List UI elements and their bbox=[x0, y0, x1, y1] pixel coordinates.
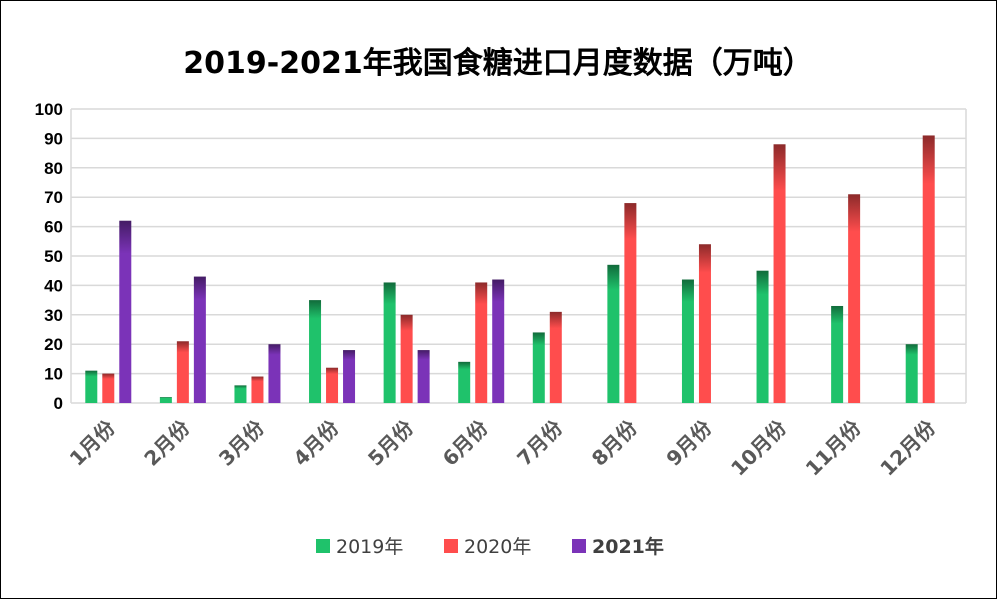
bar bbox=[681, 279, 694, 403]
y-tick-label: 20 bbox=[44, 335, 63, 354]
y-tick-label: 10 bbox=[44, 365, 63, 384]
legend-label: 2020年 bbox=[464, 536, 531, 558]
bar bbox=[326, 367, 339, 403]
bar bbox=[383, 282, 396, 403]
bar bbox=[251, 376, 264, 403]
legend-swatch bbox=[444, 539, 458, 553]
chart-title: 2019-2021年我国食糖进口月度数据（万吨） bbox=[183, 46, 812, 81]
y-tick-label: 40 bbox=[44, 276, 63, 295]
bar bbox=[234, 385, 247, 403]
x-tick-label: 10月份 bbox=[726, 415, 792, 481]
y-axis-ticks: 0 10 20 30 40 50 60 70 80 90 100 bbox=[35, 100, 63, 413]
y-tick-label: 60 bbox=[44, 218, 63, 237]
bar bbox=[905, 344, 918, 403]
legend-swatch bbox=[572, 539, 586, 553]
y-tick-label: 30 bbox=[44, 306, 63, 325]
bar bbox=[176, 341, 189, 403]
y-tick-label: 0 bbox=[54, 394, 63, 413]
x-tick-label: 3月份 bbox=[214, 415, 270, 471]
legend-label: 2021年 bbox=[592, 535, 664, 558]
x-tick-label: 1月份 bbox=[65, 415, 121, 471]
x-tick-label: 12月份 bbox=[875, 415, 941, 481]
bar bbox=[85, 370, 98, 403]
bar bbox=[475, 282, 488, 403]
y-tick-label: 80 bbox=[44, 159, 63, 178]
bar bbox=[400, 314, 413, 403]
x-tick-label: 2月份 bbox=[139, 415, 195, 471]
x-tick-label: 7月份 bbox=[512, 415, 568, 471]
bar bbox=[193, 276, 206, 403]
bar bbox=[102, 373, 115, 403]
grid-lines bbox=[70, 108, 967, 404]
x-tick-label: 9月份 bbox=[661, 415, 717, 471]
bar bbox=[922, 135, 935, 403]
bars bbox=[85, 135, 935, 403]
legend-label: 2019年 bbox=[336, 536, 403, 558]
legend-swatch bbox=[316, 539, 330, 553]
y-tick-label: 70 bbox=[44, 188, 63, 207]
bar bbox=[773, 144, 786, 403]
legend: 2019年 2020年 2021年 bbox=[316, 535, 664, 558]
bar bbox=[607, 264, 620, 403]
bar bbox=[268, 344, 281, 403]
bar bbox=[698, 244, 711, 403]
bar bbox=[309, 300, 322, 403]
x-tick-label: 6月份 bbox=[438, 415, 494, 471]
bar bbox=[119, 220, 132, 403]
x-tick-label: 5月份 bbox=[363, 415, 419, 471]
bar bbox=[343, 350, 356, 403]
bar bbox=[756, 270, 769, 403]
x-tick-label: 8月份 bbox=[587, 415, 643, 471]
bar bbox=[458, 361, 471, 403]
x-axis-ticks: 1月份 2月份 3月份 4月份 5月份 6月份 7月份 8月份 9月份 10月份 11月份 12月份 bbox=[65, 415, 941, 481]
bar bbox=[831, 305, 844, 403]
bar bbox=[159, 397, 172, 403]
y-tick-label: 50 bbox=[44, 247, 63, 266]
bar bbox=[848, 194, 861, 403]
bar bbox=[549, 311, 562, 403]
bar bbox=[417, 350, 430, 403]
x-tick-label: 4月份 bbox=[288, 415, 344, 471]
bar bbox=[492, 279, 505, 403]
y-tick-label: 90 bbox=[44, 129, 63, 148]
x-tick-label: 11月份 bbox=[801, 415, 867, 481]
bar bbox=[532, 332, 545, 403]
bar bbox=[624, 203, 637, 403]
y-tick-label: 100 bbox=[35, 100, 63, 119]
